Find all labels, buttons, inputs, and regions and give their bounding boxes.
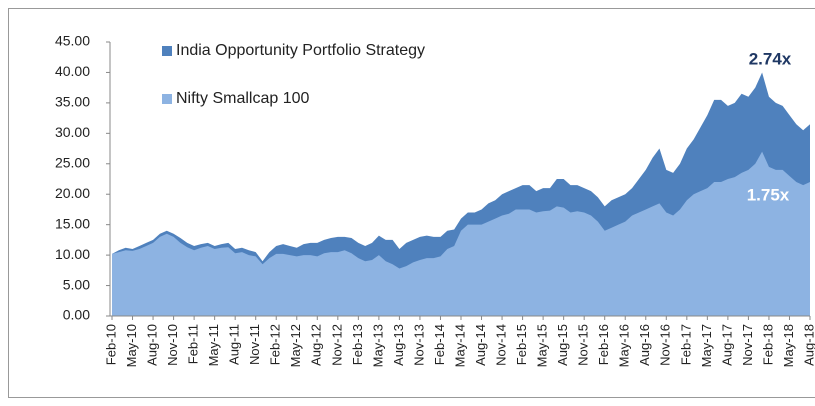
x-tick-label: Nov-11 — [247, 324, 262, 365]
x-tick-label: Feb-14 — [432, 324, 447, 365]
x-tick-label: Nov-10 — [165, 324, 180, 366]
x-tick-label: Nov-15 — [576, 324, 591, 366]
x-tick-label: Feb-17 — [678, 324, 693, 365]
y-tick-label: 25.00 — [55, 154, 90, 170]
x-tick-label: Feb-18 — [760, 324, 775, 365]
annotation: 1.75x — [747, 185, 790, 204]
x-tick-label: May-14 — [452, 324, 467, 367]
x-tick-label: Feb-11 — [186, 324, 201, 364]
y-tick-label: 10.00 — [55, 246, 90, 262]
x-tick-label: May-18 — [781, 324, 796, 367]
x-tick-label: Feb-16 — [596, 324, 611, 365]
x-tick-label: May-11 — [206, 324, 221, 366]
x-tick-label: Feb-15 — [514, 324, 529, 365]
area — [112, 151, 810, 316]
x-tick-label: Aug-12 — [309, 324, 324, 366]
legend-label: India Opportunity Portfolio Strategy — [176, 42, 425, 59]
x-tick-label: May-17 — [699, 324, 714, 367]
x-tick-label: Nov-16 — [658, 324, 673, 366]
y-tick-label: 0.00 — [63, 307, 90, 323]
x-tick-label: Aug-10 — [144, 324, 159, 366]
x-tick-label: Aug-13 — [391, 324, 406, 366]
x-tick-label: May-13 — [370, 324, 385, 367]
chart-border — [8, 8, 815, 398]
y-tick-label: 5.00 — [63, 276, 90, 292]
y-tick-label: 35.00 — [55, 94, 90, 110]
x-tick-label: May-15 — [535, 324, 550, 367]
legend-swatch — [162, 46, 172, 56]
x-tick-label: May-16 — [617, 324, 632, 367]
legend-swatch — [162, 94, 172, 104]
x-tick-label: Aug-16 — [637, 324, 652, 366]
x-tick-label: Aug-14 — [473, 324, 488, 366]
y-tick-label: 30.00 — [55, 124, 90, 140]
x-tick-label: Aug-15 — [555, 324, 570, 366]
x-tick-label: May-10 — [124, 324, 139, 367]
x-tick-label: Aug-18 — [801, 324, 815, 366]
x-tick-label: Nov-13 — [411, 324, 426, 366]
y-tick-label: 45.00 — [55, 33, 90, 49]
y-tick-label: 40.00 — [55, 63, 90, 79]
x-tick-label: May-12 — [288, 324, 303, 367]
x-tick-label: Nov-12 — [329, 324, 344, 366]
x-tick-label: Aug-11 — [227, 324, 242, 365]
x-tick-label: Nov-17 — [740, 324, 755, 366]
y-tick-label: 20.00 — [55, 185, 90, 201]
legend-label: Nifty Smallcap 100 — [176, 90, 309, 107]
x-tick-label: Feb-13 — [350, 324, 365, 365]
x-tick-label: Feb-10 — [103, 324, 118, 365]
x-tick-label: Feb-12 — [268, 324, 283, 365]
x-tick-label: Nov-14 — [493, 324, 508, 366]
x-tick-label: Aug-17 — [719, 324, 734, 366]
y-tick-label: 15.00 — [55, 215, 90, 231]
annotation: 2.74x — [749, 49, 792, 68]
